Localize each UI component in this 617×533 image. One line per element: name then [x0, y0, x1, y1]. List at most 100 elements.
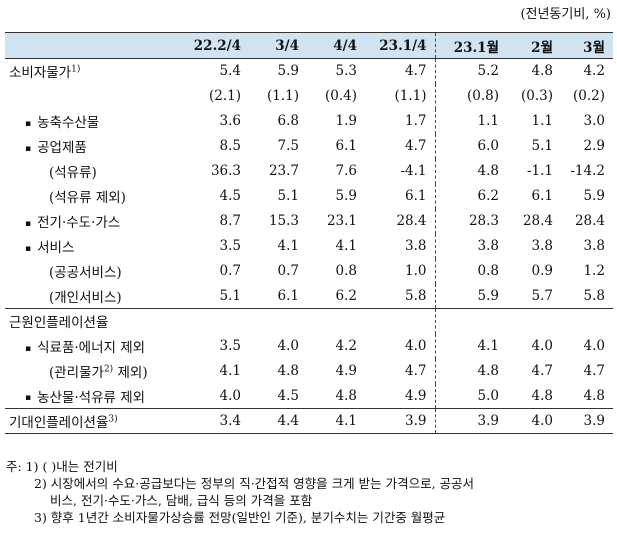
- table-cell: 0.9: [531, 263, 553, 279]
- header-row: 22.2/4 3/4 4/4 23.1/4 23.1월 2월 3월: [5, 32, 613, 59]
- table-cell: 1.1: [477, 113, 499, 129]
- table-cell: [173, 309, 249, 334]
- table-cell: 4.8: [561, 383, 613, 409]
- footnote-ref: 3): [108, 414, 118, 425]
- table-cell: -14.2: [570, 163, 605, 179]
- table-cell: 5.1: [277, 188, 299, 204]
- table-cell: 5.9: [435, 283, 507, 309]
- inflation-table: 22.2/4 3/4 4/4 23.1/4 23.1월 2월 3월 소비자물가1…: [5, 32, 613, 434]
- table-cell: 3.8: [531, 238, 553, 254]
- table-cell: 6.1: [249, 283, 307, 309]
- header-blank: [5, 32, 173, 59]
- table-cell: 8.7: [219, 213, 241, 229]
- row-label: ▪ 농산물·석유류 제외: [5, 383, 173, 409]
- row-label: (공공서비스): [5, 259, 173, 284]
- row-label: 근원인플레이션율: [5, 309, 173, 334]
- table-cell: 6.1: [335, 138, 357, 154]
- table-cell: 1.7: [365, 108, 436, 134]
- table-cell: 5.0: [435, 383, 507, 409]
- table-cell: 5.8: [365, 283, 436, 309]
- table-cell: 4.7: [365, 358, 436, 384]
- table-row: (공공서비스) 0.7 0.7 0.8 1.0 0.8 0.9 1.2: [5, 258, 613, 284]
- row-label: ▪ 농축수산물: [5, 109, 173, 134]
- table-cell: (0.8): [466, 88, 499, 104]
- table-cell: 4.2: [335, 338, 357, 354]
- table-cell: 4.9: [335, 363, 357, 379]
- row-label-text: 근원인플레이션율: [9, 315, 109, 332]
- bullet-icon: ▪: [25, 393, 32, 404]
- table-cell: 4.7: [365, 133, 436, 159]
- table-cell: 4.0: [531, 338, 553, 354]
- row-label-text: (석유류): [49, 165, 97, 181]
- bullet-icon: ▪: [25, 218, 32, 229]
- table-cell: 4.0: [173, 383, 249, 409]
- table-cell: 5.9: [583, 188, 605, 204]
- bullet-icon: ▪: [25, 343, 32, 354]
- table-cell: 3.9: [435, 408, 507, 434]
- table-cell: 4.7: [583, 363, 605, 379]
- footnote: 3) 향후 1년간 소비자물가상승률 전망(일반인 기준), 분기수치는 기간중…: [34, 510, 446, 525]
- bullet-icon: ▪: [25, 118, 32, 129]
- footnote: 주: 1) ( )내는 전기비: [6, 459, 118, 474]
- table-cell: (0.3): [520, 88, 553, 104]
- table-cell: 4.1: [335, 238, 357, 254]
- table-cell: 4.1: [477, 338, 499, 354]
- table-row: 기대인플레이션율3) 3.4 4.4 4.1 3.9 3.9 4.0 3.9: [5, 408, 613, 434]
- table-cell: 4.9: [365, 383, 436, 409]
- table-cell: 3.8: [477, 238, 499, 254]
- table-cell: [249, 309, 307, 334]
- row-label-text: 기대인플레이션율: [9, 415, 109, 431]
- table-row: (개인서비스) 5.1 6.1 6.2 5.8 5.9 5.7 5.8: [5, 283, 613, 309]
- table-cell: 0.7: [219, 263, 241, 279]
- table-cell: 3.6: [219, 113, 241, 129]
- table-cell: 4.1: [277, 238, 299, 254]
- table-cell: 6.2: [477, 188, 499, 204]
- table-row: 소비자물가1) 5.4 5.9 5.3 4.7 5.2 4.8 4.2: [5, 58, 613, 84]
- table-cell: 28.4: [365, 208, 436, 234]
- table-cell: (0.2): [572, 88, 605, 104]
- table-cell: -1.1: [526, 163, 553, 179]
- table-cell: [307, 309, 365, 334]
- table-cell: 23.1: [326, 213, 357, 229]
- table-cell: 4.7: [531, 363, 553, 379]
- table-cell: 8.5: [219, 138, 241, 154]
- table-cell: 7.5: [277, 138, 299, 154]
- table-row: (석유류) 36.3 23.7 7.6 -4.1 4.8 -1.1 -14.2: [5, 158, 613, 184]
- table-cell: 5.8: [561, 283, 613, 309]
- row-label: 기대인플레이션율3): [5, 408, 173, 434]
- table-cell: 4.0: [277, 338, 299, 354]
- table-cell: 28.4: [522, 213, 553, 229]
- table-cell: (1.1): [266, 88, 299, 104]
- table-cell: 4.0: [507, 408, 561, 434]
- row-label: 소비자물가1): [5, 59, 173, 84]
- row-label: ▪ 식료품·에너지 제외: [5, 334, 173, 359]
- row-label: ▪ 서비스: [5, 234, 173, 259]
- table-row: ▪ 서비스 3.5 4.1 4.1 3.8 3.8 3.8 3.8: [5, 233, 613, 259]
- table-cell: 4.0: [583, 338, 605, 354]
- table-cell: 5.1: [173, 283, 249, 309]
- col-header: 23.1/4: [365, 32, 436, 59]
- table-row: ▪ 공업제품 8.5 7.5 6.1 4.7 6.0 5.1 2.9: [5, 133, 613, 159]
- table-cell: 5.2: [477, 63, 499, 80]
- col-header: 23.1월: [435, 32, 507, 59]
- row-label-text: 서비스: [37, 240, 75, 256]
- table-cell: 15.3: [268, 213, 299, 229]
- table-cell: 4.8: [507, 383, 561, 409]
- table-cell: 5.9: [335, 188, 357, 204]
- table-row: ▪ 농축수산물 3.6 6.8 1.9 1.7 1.1 1.1 3.0: [5, 108, 613, 134]
- row-label-suffix: 제외): [113, 365, 148, 381]
- table-cell: 0.8: [335, 263, 357, 279]
- table-row: 근원인플레이션율: [5, 308, 613, 334]
- table-row: (석유류 제외) 4.5 5.1 5.9 6.1 6.2 6.1 5.9: [5, 183, 613, 209]
- bullet-icon: ▪: [25, 243, 32, 254]
- footnote: 비스, 전기·수도·가스, 담배, 급식 등의 가격을 포함: [50, 493, 313, 508]
- row-label-text: (석유류 제외): [49, 190, 126, 206]
- table-cell: 5.3: [335, 63, 357, 80]
- table-cell: 5.9: [277, 63, 299, 80]
- table-cell: [507, 309, 561, 334]
- row-label-text: 전기·수도·가스: [37, 215, 121, 231]
- table-cell: 6.1: [365, 183, 436, 209]
- table-cell: 4.7: [365, 58, 436, 84]
- row-label-text: 농축수산물: [37, 115, 100, 131]
- row-label: ▪ 전기·수도·가스: [5, 209, 173, 234]
